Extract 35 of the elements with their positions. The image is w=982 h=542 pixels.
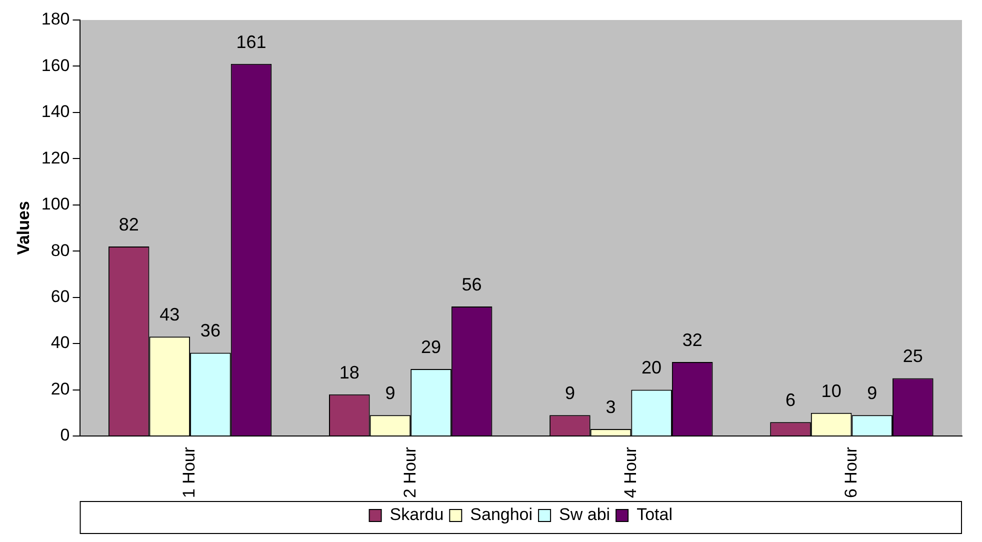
x-tick-label: 1 Hour: [180, 446, 199, 498]
data-label: 25: [902, 346, 923, 366]
data-label: 56: [462, 274, 482, 295]
x-tick-label: 2 Hour: [400, 446, 420, 498]
data-label: 82: [118, 214, 139, 234]
x-tick-label: 6 Hour: [841, 446, 860, 498]
legend-label: Total: [636, 505, 672, 524]
data-label: 32: [682, 330, 702, 350]
data-label: 18: [339, 362, 360, 382]
y-tick-label: 20: [50, 379, 70, 398]
data-label: 20: [642, 358, 662, 378]
data-label: 43: [160, 304, 180, 325]
y-tick-label: 0: [60, 426, 70, 445]
y-tick-label: 140: [41, 102, 70, 122]
y-tick-label: 40: [50, 333, 70, 352]
data-label: 3: [606, 397, 616, 418]
data-label: 29: [420, 336, 442, 357]
data-label: 10: [821, 380, 842, 401]
x-tick-label: 4 Hour: [620, 446, 640, 498]
legend-label: Sw abi: [559, 505, 610, 524]
y-tick-label: 180: [41, 10, 70, 29]
legend-label: Skardu: [390, 505, 444, 524]
y-tick-label: 160: [41, 56, 70, 75]
data-label: 9: [385, 383, 396, 404]
legend-label: Sanghoi: [470, 505, 533, 524]
data-label: 9: [564, 383, 575, 404]
y-tick-label: 120: [41, 148, 70, 168]
data-label: 9: [867, 383, 878, 404]
y-tick-label: 60: [50, 287, 70, 306]
data-label: 36: [200, 320, 220, 341]
y-axis-title: Values: [14, 201, 33, 255]
y-tick-label: 100: [41, 194, 70, 214]
data-label: 6: [786, 390, 796, 410]
data-label: 161: [236, 32, 266, 52]
y-tick-label: 80: [50, 240, 70, 260]
